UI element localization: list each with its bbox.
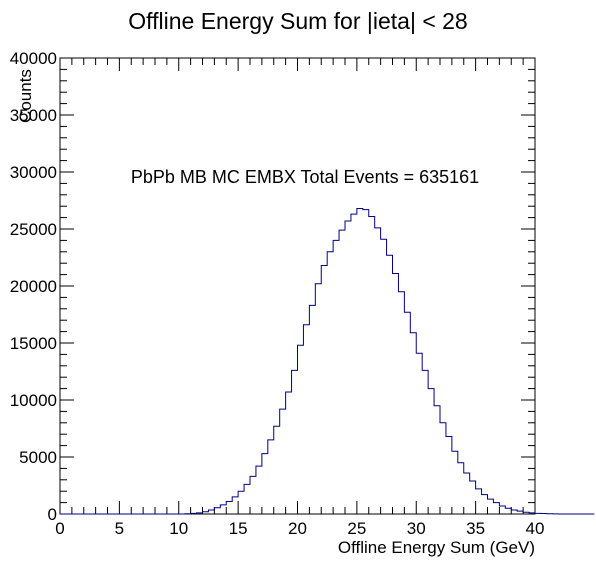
y-tick-label: 15000: [10, 334, 57, 353]
y-tick-label: 35000: [10, 106, 57, 125]
y-tick-label: 20000: [10, 277, 57, 296]
y-tick-label: 10000: [10, 391, 57, 410]
x-tick-label: 40: [526, 519, 545, 538]
chart-annotation: PbPb MB MC EMBX Total Events = 635161: [131, 167, 479, 187]
x-tick-label: 10: [169, 519, 188, 538]
y-axis-label: Counts: [16, 69, 35, 123]
plot-area: 0 5 10 15 20 25 30 35 40 0 5000 10000 15000 20000 2500…: [10, 49, 595, 538]
x-tick-label: 5: [115, 519, 124, 538]
x-tick-label: 30: [407, 519, 426, 538]
y-tick-label: 5000: [19, 448, 57, 467]
plot-frame: [59, 57, 536, 515]
x-tick-label: 35: [466, 519, 485, 538]
chart-title: Offline Energy Sum for |ieta| < 28: [128, 8, 467, 34]
histogram-series-line: [60, 207, 595, 515]
y-tick-label: 0: [48, 505, 57, 524]
x-tick-label: 0: [55, 519, 64, 538]
x-tick-label: 20: [288, 519, 307, 538]
y-tick-label: 30000: [10, 163, 57, 182]
x-tick-label: 15: [229, 519, 248, 538]
y-tick-label: 40000: [10, 49, 57, 68]
x-axis-label: Offline Energy Sum (GeV): [338, 538, 535, 557]
y-tick-label: 25000: [10, 220, 57, 239]
x-tick-label: 25: [347, 519, 366, 538]
